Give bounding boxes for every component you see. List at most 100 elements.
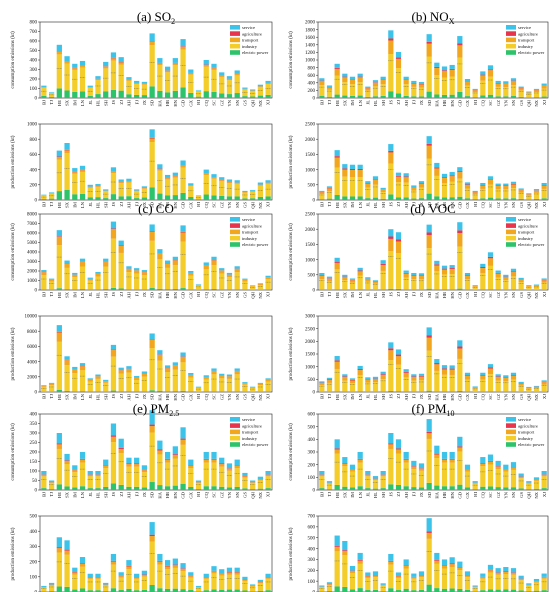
- bar-HE-transport: [56, 332, 62, 342]
- bar-TJ-service: [48, 480, 55, 483]
- bar-LN-transport: [357, 271, 363, 276]
- bar-NX-electric-power: [257, 590, 264, 592]
- bar-HL-transport: [372, 379, 379, 383]
- bar-CQ-transport: [203, 173, 209, 176]
- bar-BJ-service: [41, 471, 47, 475]
- bar-SN-electric-power: [234, 589, 240, 592]
- bar-SN-industry: [234, 75, 240, 94]
- bar-HA-electric-power: [157, 288, 163, 290]
- bar-SX-service: [64, 356, 70, 360]
- bar-GZ-electric-power: [219, 486, 225, 490]
- bar-HA-electric-power: [434, 196, 440, 200]
- x-tick-label: AH: [404, 291, 409, 298]
- bar-JX-transport: [141, 574, 148, 577]
- bar-FJ-transport: [411, 466, 417, 470]
- x-tick-label: SD: [150, 291, 155, 298]
- legend-label: service: [518, 25, 531, 30]
- x-tick-label: AH: [127, 99, 132, 106]
- bar-ZJ-electric-power: [395, 484, 402, 490]
- x-tick-label: BJ: [319, 202, 324, 207]
- bar-HB-electric-power: [441, 588, 448, 592]
- x-tick-label: HN: [450, 491, 455, 498]
- bar-GS-industry: [518, 580, 524, 591]
- bar-JS-service: [388, 554, 394, 561]
- bar-JL-service: [87, 85, 93, 88]
- bar-LN-service: [79, 557, 86, 564]
- bar-YN-agriculture: [226, 468, 233, 469]
- bar-SD-electric-power: [426, 584, 432, 592]
- bar-GX-agriculture: [464, 275, 471, 276]
- x-tick-label: YN: [503, 99, 508, 106]
- bar-IM-service: [349, 278, 356, 280]
- bar-SN-transport: [510, 272, 517, 277]
- bar-NX-transport: [257, 86, 264, 88]
- bar-TJ-transport: [48, 584, 55, 586]
- bar-IM-agriculture: [349, 469, 356, 470]
- bar-SN-service: [234, 180, 240, 183]
- bar-SX-transport: [64, 461, 70, 465]
- bar-HL-electric-power: [95, 289, 101, 290]
- bar-NX-industry: [533, 388, 540, 392]
- bar-HI-electric-power: [195, 489, 202, 490]
- bar-SH-service: [103, 459, 109, 466]
- bar-JS-electric-power: [388, 588, 394, 592]
- bar-SD-service: [426, 419, 432, 432]
- bar-SC-electric-power: [487, 197, 494, 200]
- bar-SN-electric-power: [510, 198, 517, 200]
- y-tick-label: 0: [313, 591, 316, 592]
- bar-GZ-industry: [495, 469, 501, 488]
- bar-BJ-industry: [41, 587, 47, 592]
- bar-CQ-transport: [203, 377, 209, 380]
- bar-LN-industry: [357, 563, 363, 589]
- bar-SD-service: [149, 333, 155, 340]
- bar-JL-service: [365, 471, 371, 475]
- bar-TJ-service: [326, 85, 333, 87]
- bar-BJ-industry: [319, 385, 325, 392]
- x-tick-label: XJ: [266, 492, 271, 497]
- x-tick-label: JL: [88, 492, 93, 497]
- x-tick-label: JX: [142, 201, 147, 207]
- bar-ZJ-transport: [118, 182, 124, 184]
- x-tick-label: JS: [111, 202, 116, 207]
- y-tick-label: 300: [308, 451, 316, 456]
- bar-NX-industry: [533, 582, 540, 591]
- bar-BJ-transport: [319, 383, 325, 386]
- x-tick-label: HI: [473, 202, 478, 207]
- legend-swatch-industry: [230, 435, 240, 441]
- bar-HB-service: [164, 260, 171, 264]
- bar-HB-service: [164, 560, 171, 566]
- bar-HN-service: [449, 265, 455, 269]
- bar-BJ-industry: [41, 275, 47, 290]
- bar-GS-electric-power: [242, 590, 248, 592]
- bar-GX-industry: [188, 186, 194, 197]
- bar-ZJ-transport: [118, 246, 124, 253]
- bar-HI-industry: [195, 587, 202, 592]
- bar-JS-agriculture: [110, 560, 117, 562]
- bar-HI-transport: [472, 285, 478, 287]
- bar-TJ-industry: [48, 585, 55, 592]
- x-tick-label: NX: [258, 491, 263, 498]
- bar-SH-service: [380, 76, 386, 80]
- bar-GD-agriculture: [180, 231, 186, 233]
- bar-SN-service: [234, 266, 240, 269]
- bar-HA-industry: [434, 563, 440, 589]
- bar-NX-transport: [257, 383, 264, 386]
- bar-HN-agriculture: [449, 563, 455, 565]
- x-tick-label: GS: [243, 394, 248, 400]
- bar-SC-industry: [487, 464, 494, 487]
- bar-SX-transport: [342, 551, 348, 556]
- x-tick-label: SH: [103, 393, 108, 400]
- x-tick-label: XJ: [542, 394, 547, 399]
- legend-swatch-service: [230, 217, 240, 222]
- bar-NX-electric-power: [533, 488, 540, 490]
- bar-HB-agriculture: [441, 368, 448, 370]
- bar-CQ-service: [480, 457, 486, 463]
- bar-SX-transport: [64, 150, 70, 154]
- y-tick-label: 150: [30, 460, 38, 465]
- bar-XJ-transport: [541, 185, 547, 189]
- bar-HA-industry: [434, 370, 440, 392]
- bar-SD-service: [149, 410, 155, 425]
- bar-BJ-industry: [319, 194, 325, 200]
